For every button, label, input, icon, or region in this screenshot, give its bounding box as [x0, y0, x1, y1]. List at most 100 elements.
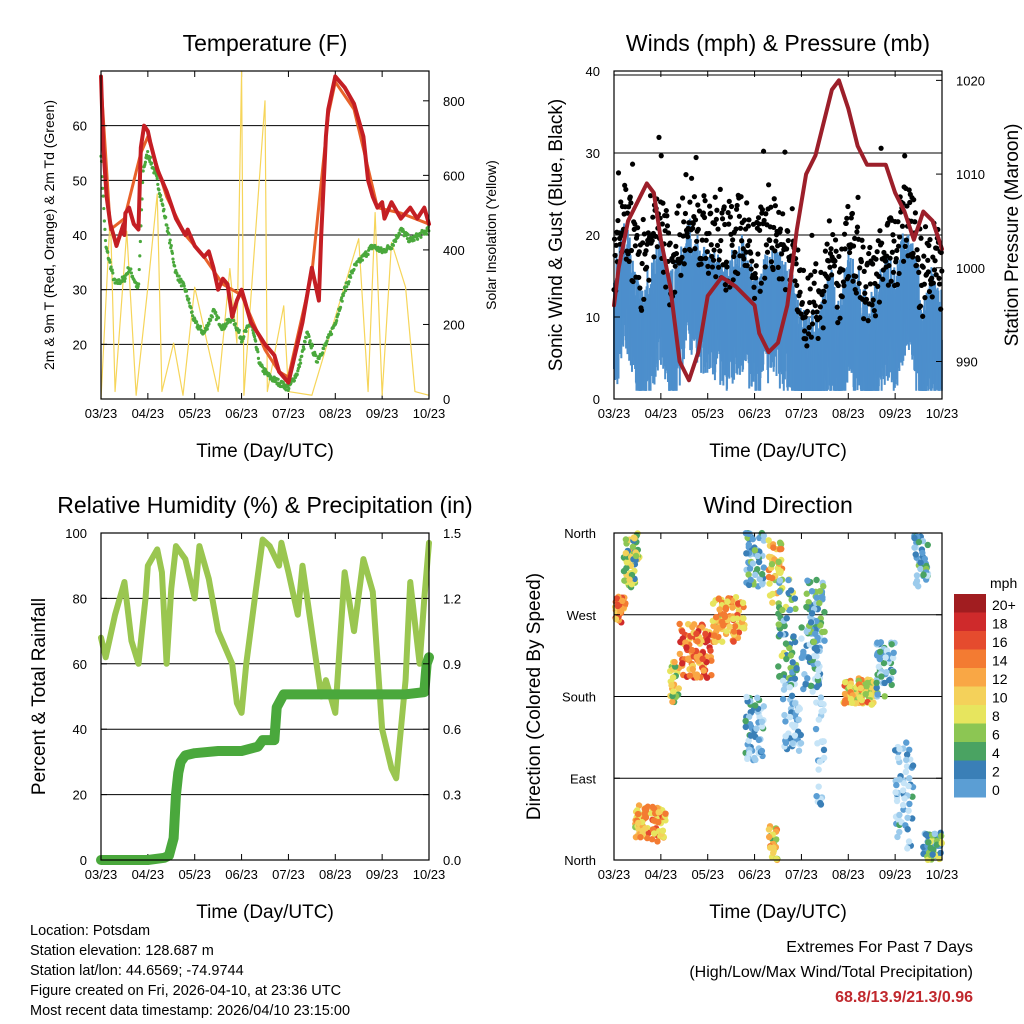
gust-point [641, 231, 647, 237]
dewpoint-point [295, 372, 299, 377]
wind-direction-point [746, 750, 753, 757]
dewpoint-point [187, 297, 191, 301]
gust-point [887, 255, 893, 261]
dewpoint-point [415, 237, 420, 241]
wind-direction-point [802, 681, 809, 688]
wind-direction-point [730, 628, 738, 635]
wind-direction-point [820, 583, 827, 590]
wind-direction-point [899, 801, 907, 809]
gust-point [636, 249, 642, 255]
gust-point [714, 242, 721, 249]
dewpoint-point [352, 267, 356, 272]
gust-point [663, 207, 669, 214]
wind-direction-point [630, 534, 638, 541]
wind-direction-point [642, 814, 650, 821]
winddir-xtick-label: 09/23 [879, 867, 912, 882]
wind-direction-point [906, 775, 913, 782]
gust-point [845, 203, 851, 210]
winds-xtick-label: 10/23 [926, 406, 959, 421]
wind-direction-point [813, 683, 821, 691]
dewpoint-point [101, 186, 105, 190]
dewpoint-point [108, 260, 112, 264]
gust-point [827, 264, 833, 270]
rh-ytick-right-label: 0.0 [443, 853, 461, 868]
wind-direction-point [817, 799, 824, 807]
wind-direction-point [904, 826, 911, 833]
gust-point [779, 276, 785, 282]
dewpoint-point [329, 332, 334, 336]
gust-point [782, 287, 789, 293]
dewpoint-point [242, 335, 246, 339]
wind-direction-point [749, 535, 756, 543]
winds-ytick-label: 40 [586, 64, 600, 79]
wind-direction-point [619, 597, 626, 605]
gust-point [811, 280, 817, 286]
winds-ytick-label: 30 [586, 146, 600, 161]
extremes-subtitle: (High/Low/Max Wind/Total Precipitation) [689, 964, 973, 981]
gust-point [688, 175, 695, 181]
gust-point [763, 211, 769, 217]
gust-point [673, 250, 680, 257]
gust-point [795, 247, 801, 253]
wind-direction-point [707, 647, 714, 654]
gust-point [885, 282, 891, 288]
legend-swatch [954, 686, 986, 705]
gust-point [814, 309, 820, 315]
legend-label: 6 [992, 727, 1000, 743]
gust-point [623, 186, 629, 193]
gust-point [777, 226, 784, 232]
wind-direction-point [776, 545, 784, 553]
rh-frame: Relative Humidity (%) & Precipitation (i… [57, 492, 472, 923]
gust-point [751, 295, 758, 301]
gust-point [711, 247, 717, 253]
wind-direction-point [694, 638, 701, 645]
gust-point [926, 288, 933, 295]
wind-direction-point [892, 789, 899, 796]
winds-ylabel-right: Station Pressure (Maroon) [1002, 124, 1023, 347]
wind-direction-point [635, 802, 643, 809]
wind-direction-point [729, 615, 737, 623]
wind-direction-point [620, 567, 628, 575]
gust-point [730, 277, 736, 283]
wind-direction-point [815, 766, 822, 773]
wind-direction-point [730, 638, 737, 645]
winds-ytick-right-label: 1020 [956, 73, 985, 88]
wind-direction-point [679, 660, 686, 667]
gust-point [921, 281, 927, 287]
wind-direction-point [904, 845, 911, 852]
gust-point [734, 202, 740, 209]
gust-point [874, 249, 880, 255]
wind-direction-point [905, 838, 913, 845]
gust-point [902, 153, 908, 159]
gust-point [863, 296, 870, 303]
dewpoint-point [287, 386, 291, 391]
gust-point [936, 275, 942, 281]
gust-point [738, 194, 744, 200]
dewpoint-point [169, 243, 173, 248]
wind-direction-point [644, 834, 651, 842]
wind-direction-point [752, 702, 759, 709]
wind-direction-point [671, 658, 678, 666]
temp-ylabel-right: Solar Insolation (Yellow) [483, 160, 499, 310]
dewpoint-point [190, 310, 194, 314]
legend-label: 16 [992, 634, 1008, 650]
gust-point [808, 334, 814, 340]
gust-point [835, 282, 841, 289]
wind-direction-point [878, 673, 885, 680]
wind-direction-point [786, 644, 793, 652]
gust-point [770, 266, 776, 273]
gust-point [920, 313, 926, 319]
gust-point [644, 241, 650, 247]
wind-direction-point [654, 838, 661, 845]
gust-point [752, 271, 758, 277]
wind-direction-point [893, 781, 900, 789]
wind-direction-point [787, 587, 795, 594]
wind-direction-point [808, 610, 816, 617]
dewpoint-point [304, 336, 308, 340]
wind-direction-point [668, 682, 675, 689]
gust-point [723, 287, 729, 293]
gust-point [844, 215, 850, 221]
temp-xtick-label: 03/23 [85, 406, 118, 421]
wind-direction-point [917, 565, 924, 573]
wind-direction-point [629, 543, 637, 550]
